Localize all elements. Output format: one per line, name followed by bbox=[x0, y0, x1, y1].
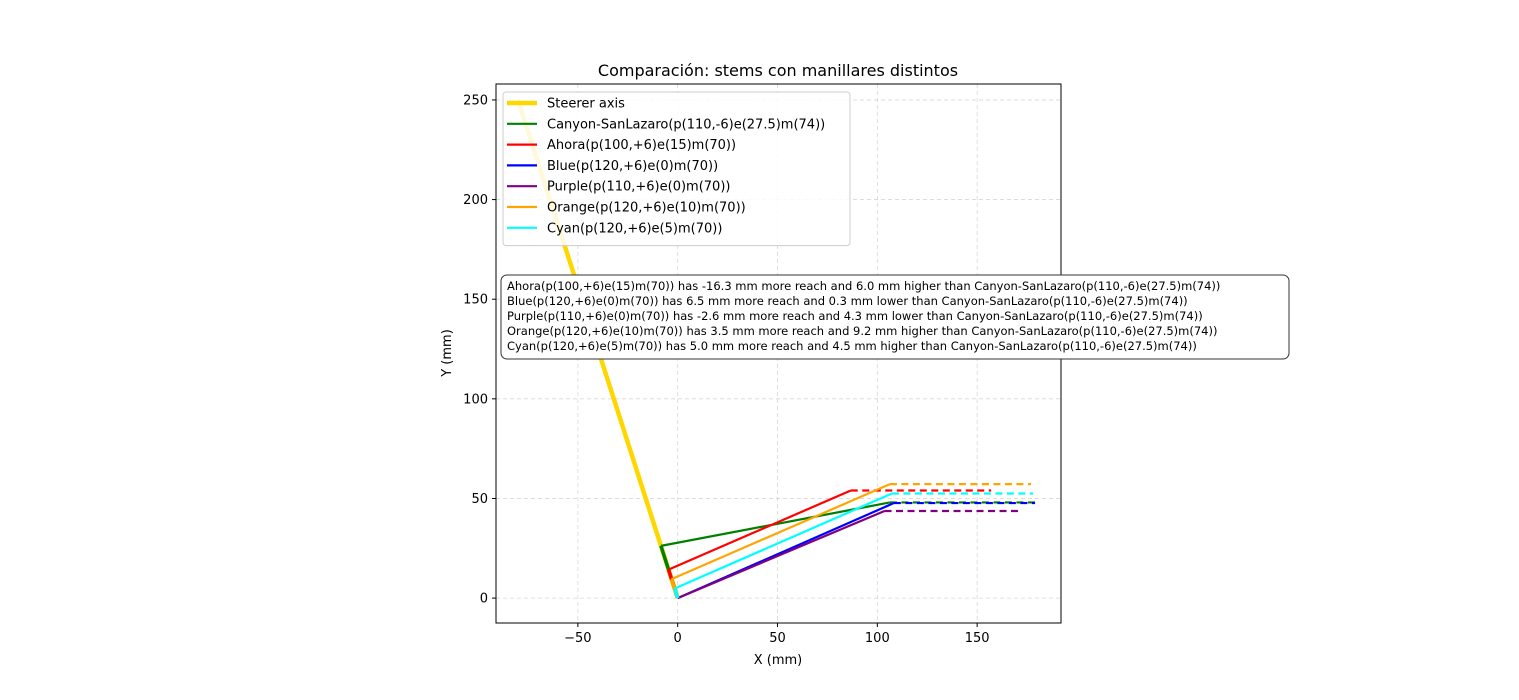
series-5-stem-line bbox=[674, 492, 893, 590]
x-tick-label: −50 bbox=[564, 631, 591, 646]
annotation-line: Purple(p(110,+6)e(0)m(70)) has -2.6 mm m… bbox=[507, 309, 1203, 323]
series-1-stem-line bbox=[668, 489, 852, 571]
y-tick-label: 250 bbox=[463, 93, 488, 108]
legend-label: Purple(p(110,+6)e(0)m(70)) bbox=[547, 180, 730, 195]
axis-ticks: −50 0 50 100 150 0 50 100 150 200 250 bbox=[463, 93, 989, 646]
legend-label: Ahora(p(100,+6)e(15)m(70)) bbox=[547, 138, 736, 153]
legend-label: Canyon-SanLazaro(p(110,-6)e(27.5)m(74)) bbox=[547, 117, 825, 132]
x-tick-label: 50 bbox=[769, 631, 786, 646]
legend: Steerer axis Canyon-SanLazaro(p(110,-6)e(… bbox=[502, 91, 851, 247]
series-3-stem-line bbox=[677, 510, 885, 600]
series-5-spacer bbox=[673, 588, 680, 599]
comparison-annotation: Ahora(p(100,+6)e(15)m(70)) has -16.3 mm … bbox=[500, 274, 1290, 360]
legend-label: Cyan(p(120,+6)e(5)m(70)) bbox=[547, 221, 722, 236]
annotation-line: Cyan(p(120,+6)e(5)m(70)) has 5.0 mm more… bbox=[507, 339, 1197, 353]
annotation-line: Ahora(p(100,+6)e(15)m(70)) has -16.3 mm … bbox=[507, 279, 1220, 293]
y-tick-label: 200 bbox=[463, 193, 488, 208]
annotation-line: Blue(p(120,+6)e(0)m(70)) has 6.5 mm more… bbox=[507, 294, 1188, 308]
series-4-stem-line bbox=[671, 483, 891, 581]
x-tick-label: 0 bbox=[674, 631, 682, 646]
y-tick-label: 150 bbox=[463, 293, 488, 308]
y-axis-label: Y (mm) bbox=[440, 329, 455, 378]
legend-label: Steerer axis bbox=[547, 97, 625, 112]
y-tick-label: 100 bbox=[463, 392, 488, 407]
chart-title: Comparación: stems con manillares distin… bbox=[598, 61, 958, 80]
x-tick-label: 100 bbox=[865, 631, 890, 646]
legend-label: Blue(p(120,+6)e(0)m(70)) bbox=[547, 159, 718, 174]
annotation-box bbox=[500, 274, 1290, 360]
x-axis-label: X (mm) bbox=[754, 653, 803, 668]
annotation-line: Orange(p(120,+6)e(10)m(70)) has 3.5 mm m… bbox=[507, 324, 1217, 338]
legend-box bbox=[502, 91, 851, 247]
y-tick-label: 50 bbox=[471, 492, 488, 507]
legend-label: Orange(p(120,+6)e(10)m(70)) bbox=[547, 201, 746, 216]
x-tick-label: 150 bbox=[965, 631, 990, 646]
y-tick-label: 0 bbox=[480, 592, 488, 607]
